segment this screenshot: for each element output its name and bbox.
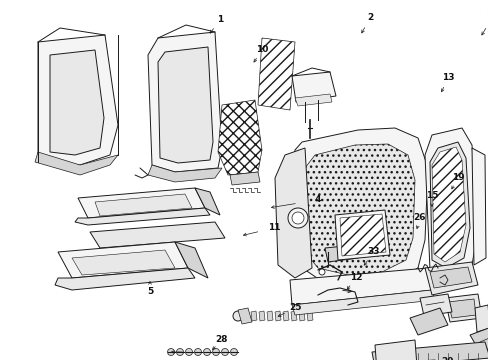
Circle shape	[185, 348, 192, 356]
Polygon shape	[274, 311, 281, 321]
Polygon shape	[419, 294, 451, 316]
Polygon shape	[218, 100, 262, 175]
Polygon shape	[148, 32, 222, 172]
Polygon shape	[424, 128, 477, 278]
Polygon shape	[291, 290, 434, 315]
Polygon shape	[259, 311, 264, 321]
Polygon shape	[195, 188, 220, 215]
Polygon shape	[289, 268, 431, 305]
Polygon shape	[90, 222, 224, 248]
Polygon shape	[374, 340, 417, 360]
Polygon shape	[447, 299, 475, 318]
Polygon shape	[429, 267, 471, 288]
Circle shape	[194, 348, 201, 356]
Polygon shape	[429, 142, 469, 268]
Polygon shape	[266, 311, 272, 321]
Polygon shape	[290, 311, 296, 321]
Polygon shape	[55, 268, 195, 290]
Polygon shape	[424, 262, 477, 295]
Circle shape	[221, 348, 228, 356]
Text: 4: 4	[314, 195, 321, 204]
Text: 1: 1	[217, 15, 223, 24]
Polygon shape	[58, 242, 187, 278]
Polygon shape	[474, 305, 488, 332]
Text: 2: 2	[366, 13, 372, 22]
Text: 12: 12	[349, 274, 362, 283]
Polygon shape	[38, 35, 118, 165]
Polygon shape	[283, 311, 288, 321]
Text: 25: 25	[288, 303, 301, 312]
Polygon shape	[238, 308, 251, 324]
Text: 19: 19	[451, 174, 464, 183]
Polygon shape	[294, 94, 331, 106]
Circle shape	[203, 348, 210, 356]
Text: 28: 28	[215, 336, 228, 345]
Polygon shape	[75, 208, 209, 225]
Polygon shape	[409, 308, 447, 335]
Circle shape	[291, 212, 304, 224]
Text: 13: 13	[441, 73, 453, 82]
Text: 11: 11	[267, 224, 280, 233]
Text: 33: 33	[367, 248, 380, 256]
Polygon shape	[289, 128, 427, 285]
Text: 29: 29	[441, 357, 453, 360]
Polygon shape	[148, 165, 222, 182]
Circle shape	[287, 208, 307, 228]
Polygon shape	[95, 194, 192, 216]
Polygon shape	[334, 210, 389, 260]
Polygon shape	[35, 152, 118, 175]
Polygon shape	[72, 250, 175, 275]
Circle shape	[212, 348, 219, 356]
Text: 15: 15	[425, 192, 437, 201]
Circle shape	[318, 269, 325, 275]
Text: 14: 14	[485, 13, 488, 22]
Circle shape	[232, 311, 243, 321]
Polygon shape	[258, 38, 294, 110]
Polygon shape	[371, 342, 488, 360]
Text: 10: 10	[255, 45, 267, 54]
Polygon shape	[291, 72, 335, 102]
Polygon shape	[78, 188, 204, 218]
Circle shape	[167, 348, 174, 356]
Polygon shape	[431, 147, 465, 262]
Polygon shape	[50, 50, 104, 155]
Polygon shape	[274, 148, 311, 278]
Polygon shape	[158, 47, 213, 163]
Text: 5: 5	[146, 288, 153, 297]
Polygon shape	[175, 242, 207, 278]
Polygon shape	[444, 294, 481, 322]
Polygon shape	[250, 311, 257, 321]
Text: 26: 26	[413, 213, 426, 222]
Polygon shape	[306, 311, 312, 321]
Polygon shape	[339, 214, 385, 256]
Polygon shape	[298, 311, 305, 321]
Circle shape	[230, 348, 237, 356]
Circle shape	[176, 348, 183, 356]
Polygon shape	[302, 144, 414, 275]
Polygon shape	[325, 245, 357, 262]
Polygon shape	[229, 172, 260, 185]
Polygon shape	[471, 148, 485, 265]
Polygon shape	[469, 322, 488, 352]
Polygon shape	[243, 311, 248, 321]
